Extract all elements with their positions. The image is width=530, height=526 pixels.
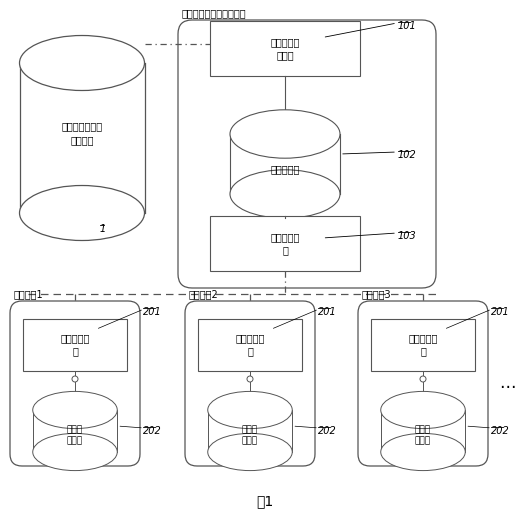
Text: 101: 101 [398, 21, 417, 31]
Bar [381, 410, 465, 452]
Ellipse shape [230, 110, 340, 158]
Ellipse shape [20, 186, 145, 240]
Ellipse shape [20, 35, 145, 90]
Ellipse shape [381, 391, 465, 429]
Text: 202: 202 [491, 426, 510, 436]
FancyBboxPatch shape [185, 301, 315, 466]
Bar [208, 410, 292, 452]
Circle shape [72, 376, 78, 382]
Text: 嵌入式
数据库: 嵌入式 数据库 [67, 425, 83, 445]
Text: 智能盘点程
序: 智能盘点程 序 [60, 333, 90, 357]
Text: 1: 1 [100, 224, 106, 234]
Text: 盘点系统2: 盘点系统2 [189, 289, 219, 299]
Text: 图1: 图1 [257, 494, 273, 508]
Text: …: … [499, 374, 515, 392]
Ellipse shape [208, 391, 292, 429]
Text: 智能盘点程
序: 智能盘点程 序 [235, 333, 264, 357]
Bar [23, 319, 127, 371]
Bar [210, 216, 360, 271]
FancyBboxPatch shape [178, 20, 436, 288]
Text: 嵌入式
数据库: 嵌入式 数据库 [415, 425, 431, 445]
Bar [20, 63, 145, 213]
Text: 盘点系统数据同步服务器: 盘点系统数据同步服务器 [182, 8, 246, 18]
Circle shape [247, 376, 253, 382]
Text: 盘点系统3: 盘点系统3 [362, 289, 392, 299]
Text: 202: 202 [143, 426, 162, 436]
Text: 102: 102 [398, 150, 417, 160]
Ellipse shape [208, 433, 292, 471]
Text: 201: 201 [491, 307, 510, 317]
Text: 数据后台服
务程序: 数据后台服 务程序 [270, 37, 299, 60]
Text: 201: 201 [318, 307, 337, 317]
Text: 盘点系统1: 盘点系统1 [14, 289, 43, 299]
Text: 中间数据库: 中间数据库 [270, 164, 299, 174]
Text: 嵌入式
数据库: 嵌入式 数据库 [242, 425, 258, 445]
Bar [210, 21, 360, 76]
Circle shape [420, 376, 426, 382]
Text: 103: 103 [398, 231, 417, 241]
FancyBboxPatch shape [358, 301, 488, 466]
Ellipse shape [33, 391, 117, 429]
Ellipse shape [230, 170, 340, 218]
Text: 智能盘点程
序: 智能盘点程 序 [408, 333, 438, 357]
Ellipse shape [381, 433, 465, 471]
FancyBboxPatch shape [10, 301, 140, 466]
Bar [371, 319, 475, 371]
Text: 201: 201 [143, 307, 162, 317]
Bar [230, 134, 340, 194]
Bar [198, 319, 302, 371]
Text: 超市进销存系统
主数据库: 超市进销存系统 主数据库 [61, 121, 103, 145]
Text: 数据同步服
务: 数据同步服 务 [270, 232, 299, 255]
Bar [33, 410, 117, 452]
Ellipse shape [33, 433, 117, 471]
Text: 202: 202 [318, 426, 337, 436]
